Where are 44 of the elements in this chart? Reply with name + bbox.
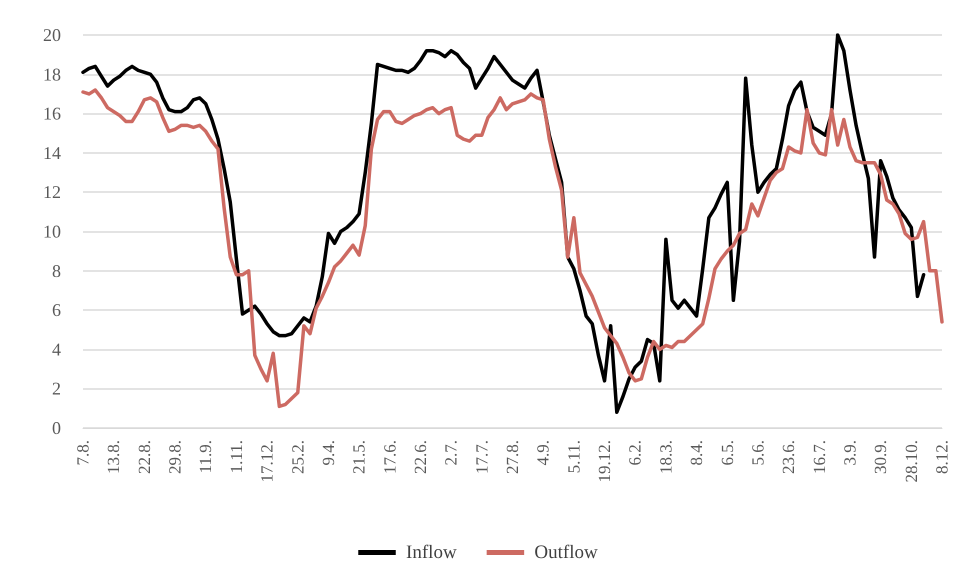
- x-tick-label: 21.5.: [350, 440, 369, 474]
- y-tick-label: 20: [43, 25, 61, 45]
- x-tick-label: 1.11.: [226, 440, 246, 474]
- y-tick-label: 8: [52, 260, 61, 281]
- x-tick-label: 27.8.: [503, 440, 522, 474]
- y-tick-label: 16: [43, 104, 61, 124]
- x-tick-label: 19.12.: [595, 440, 614, 482]
- y-tick-label: 2: [52, 378, 61, 399]
- legend-label: Outflow: [534, 542, 598, 563]
- legend-label: Inflow: [406, 542, 457, 563]
- x-tick-label: 13.8.: [104, 440, 124, 474]
- x-tick-label: 6.5.: [718, 440, 737, 466]
- x-tick-label: 8.12.: [932, 440, 952, 474]
- y-tick-label: 0: [52, 418, 61, 438]
- x-tick-label: 7.8.: [74, 440, 92, 466]
- y-tick-label: 10: [43, 222, 61, 242]
- x-tick-label: 17.12.: [258, 440, 277, 482]
- x-tick-label: 28.10.: [902, 440, 921, 482]
- x-tick-label: 16.7.: [810, 440, 829, 474]
- y-tick-label: 18: [43, 64, 61, 84]
- y-tick-label: 14: [43, 142, 61, 163]
- x-tick-label: 5.11.: [564, 440, 584, 474]
- x-tick-label: 23.6.: [779, 440, 798, 474]
- y-tick-label: 6: [52, 300, 61, 320]
- y-tick-label: 4: [52, 339, 61, 360]
- x-tick-label: 6.2.: [626, 440, 645, 466]
- x-tick-label: 17.6.: [380, 440, 400, 474]
- x-tick-label: 8.4.: [687, 440, 706, 466]
- y-tick-label: 12: [43, 182, 61, 202]
- x-tick-label: 22.6.: [410, 440, 430, 474]
- line-series: [81, 88, 944, 408]
- line-series: [81, 33, 926, 414]
- x-tick-label: 4.9.: [534, 440, 553, 466]
- x-tick-label: 5.6.: [748, 440, 768, 466]
- x-tick-label: 17.7.: [472, 440, 492, 474]
- x-tick-label: 9.4.: [318, 440, 338, 466]
- x-tick-label: 25.2.: [288, 440, 308, 474]
- x-tick-label: 3.9.: [840, 440, 860, 466]
- x-tick-label: 2.7.: [442, 440, 461, 466]
- x-tick-label: 18.3.: [656, 440, 676, 474]
- x-tick-label: 30.9.: [871, 440, 890, 474]
- x-tick-label: 29.8.: [166, 440, 185, 474]
- x-tick-label: 11.9.: [196, 440, 216, 474]
- x-tick-label: 22.8.: [134, 440, 154, 474]
